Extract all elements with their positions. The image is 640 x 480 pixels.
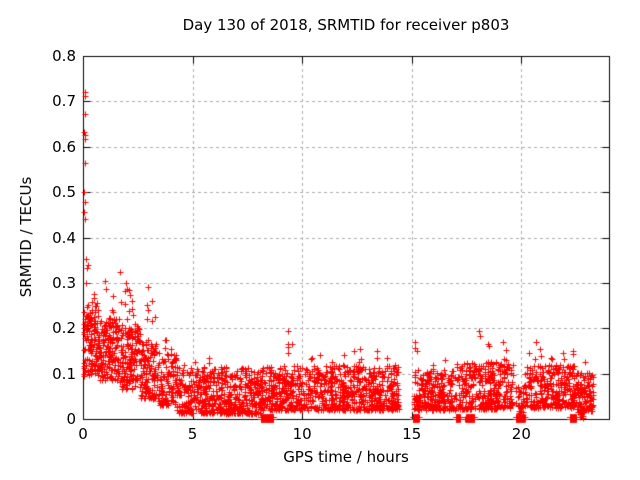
y-tick-label: 0 [66,410,76,428]
y-tick-label: 0.8 [52,47,76,65]
y-tick-label: 0.7 [52,92,76,111]
x-axis-label: GPS time / hours [283,448,409,466]
chart-title: Day 130 of 2018, SRMTID for receiver p80… [182,16,510,34]
x-tick-label: 10 [292,425,312,443]
x-tick-label: 5 [187,425,198,443]
x-tick-label: 15 [402,425,422,443]
y-tick-label: 0.3 [52,273,76,292]
x-tick-label: 0 [78,425,88,443]
y-tick-label: 0.1 [52,364,76,383]
x-tick-label: 20 [511,425,531,443]
y-tick-label: 0.6 [52,137,76,156]
y-tick-label: 0.5 [52,183,76,202]
y-tick-label: 0.4 [52,228,76,247]
y-tick-label: 0.2 [52,319,76,338]
